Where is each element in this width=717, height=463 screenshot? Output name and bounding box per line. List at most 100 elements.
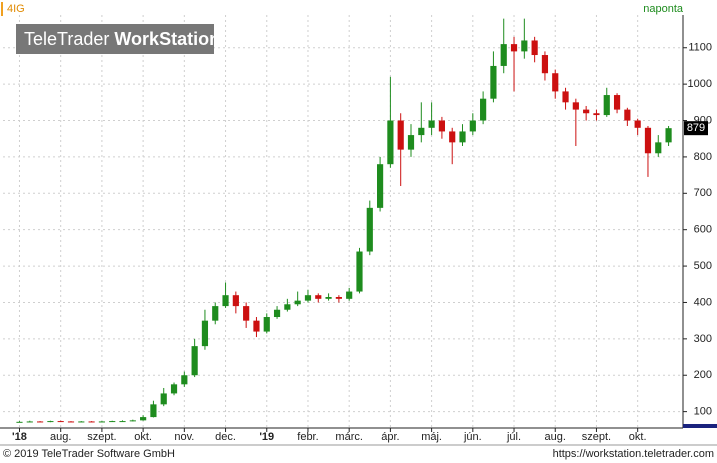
candle-body xyxy=(232,295,239,307)
candle-body xyxy=(469,120,476,132)
candle-body xyxy=(593,113,600,116)
candle-body xyxy=(655,142,662,154)
candle-body xyxy=(150,404,157,418)
candle-body xyxy=(624,109,631,121)
last-price: 879 xyxy=(687,122,705,134)
x-tick-label: szept. xyxy=(87,431,116,443)
candle-body xyxy=(552,73,559,92)
candle-body xyxy=(243,306,250,321)
candle-body xyxy=(253,320,260,332)
candle-body xyxy=(459,131,466,143)
watermark: TeleTrader WorkStation xyxy=(24,29,220,49)
candle-body xyxy=(170,384,178,394)
candle-body xyxy=(346,291,353,299)
candle-body xyxy=(407,135,415,150)
candle-body xyxy=(541,55,549,74)
candle-body xyxy=(140,417,147,421)
candle-body xyxy=(449,131,456,143)
candle-body xyxy=(181,375,188,385)
x-tick-label: júl. xyxy=(506,431,521,443)
candle-body xyxy=(521,40,528,52)
candle-body xyxy=(335,297,342,299)
candle-body xyxy=(26,421,33,423)
y-tick-label: 1100 xyxy=(688,42,712,54)
candle-body xyxy=(119,421,126,423)
candle-body xyxy=(284,304,291,310)
axis-corner xyxy=(683,424,717,428)
x-tick-label: máj. xyxy=(421,431,442,443)
y-tick-label: 1000 xyxy=(688,78,712,90)
candle-body xyxy=(47,421,54,423)
y-tick-label: 400 xyxy=(694,296,712,308)
candle-body xyxy=(263,317,270,332)
candle-body xyxy=(428,120,435,128)
y-tick-label: 800 xyxy=(694,151,712,163)
x-tick-label: dec. xyxy=(215,431,236,443)
x-tick-label: okt. xyxy=(134,431,152,443)
x-tick-label: febr. xyxy=(297,431,318,443)
y-tick-label: 100 xyxy=(694,406,712,418)
x-tick-label: aug. xyxy=(50,431,71,443)
y-tick-label: 500 xyxy=(694,260,712,272)
candle-body xyxy=(644,127,652,154)
candle-body xyxy=(500,44,507,66)
candle-body xyxy=(531,40,538,56)
watermark-bold: WorkStation xyxy=(114,29,220,49)
candle-body xyxy=(356,251,363,292)
candle-body xyxy=(387,120,394,165)
x-tick-label: okt. xyxy=(629,431,647,443)
candle-body xyxy=(57,421,64,423)
candle-body xyxy=(418,127,425,136)
x-tick-label: ápr. xyxy=(381,431,399,443)
candle-body xyxy=(562,91,569,103)
candle-body xyxy=(510,44,518,52)
watermark-box xyxy=(16,24,214,54)
candle-body xyxy=(377,164,384,208)
candle-body xyxy=(613,95,621,110)
period: naponta xyxy=(643,3,684,15)
x-tick-label: aug. xyxy=(545,431,566,443)
candle-body xyxy=(212,306,219,321)
candle-body xyxy=(273,309,281,318)
candle-body xyxy=(201,320,209,347)
y-tick-label: 700 xyxy=(694,187,712,199)
candle-body xyxy=(160,393,167,405)
candle-body xyxy=(366,207,373,252)
x-tick-label: szept. xyxy=(582,431,611,443)
candle-body xyxy=(325,297,332,299)
candle-body xyxy=(665,128,672,143)
candle-body xyxy=(490,65,497,99)
x-tick-label: '18 xyxy=(12,431,27,443)
y-tick-label: 200 xyxy=(694,369,712,381)
candle-body xyxy=(294,300,301,305)
x-tick-label: jún. xyxy=(463,431,482,443)
y-tick-label: 300 xyxy=(694,333,712,345)
last-price-box xyxy=(684,121,708,136)
candle-body xyxy=(315,295,322,299)
candle-body xyxy=(438,120,445,132)
candle-body xyxy=(109,421,116,423)
candle-body xyxy=(129,420,136,422)
x-tick-label: '19 xyxy=(259,431,274,443)
candle-body xyxy=(397,120,404,150)
candle-body xyxy=(304,295,312,301)
candle-body xyxy=(37,421,44,423)
y-tick-label: 600 xyxy=(694,224,712,236)
candle-body xyxy=(16,421,23,423)
candle-body xyxy=(583,109,590,114)
candle-body xyxy=(222,295,229,307)
x-tick-label: márc. xyxy=(335,431,363,443)
candle-body xyxy=(634,120,641,128)
candle-body xyxy=(78,421,85,423)
footer-copyright: © 2019 TeleTrader Software GmbH xyxy=(3,448,175,460)
x-tick-label: nov. xyxy=(174,431,194,443)
candle-body xyxy=(603,95,610,116)
candle-body xyxy=(88,421,95,423)
symbol-marker xyxy=(1,2,3,16)
footer-url: https://workstation.teletrader.com xyxy=(553,448,714,460)
candle-body xyxy=(67,421,75,423)
